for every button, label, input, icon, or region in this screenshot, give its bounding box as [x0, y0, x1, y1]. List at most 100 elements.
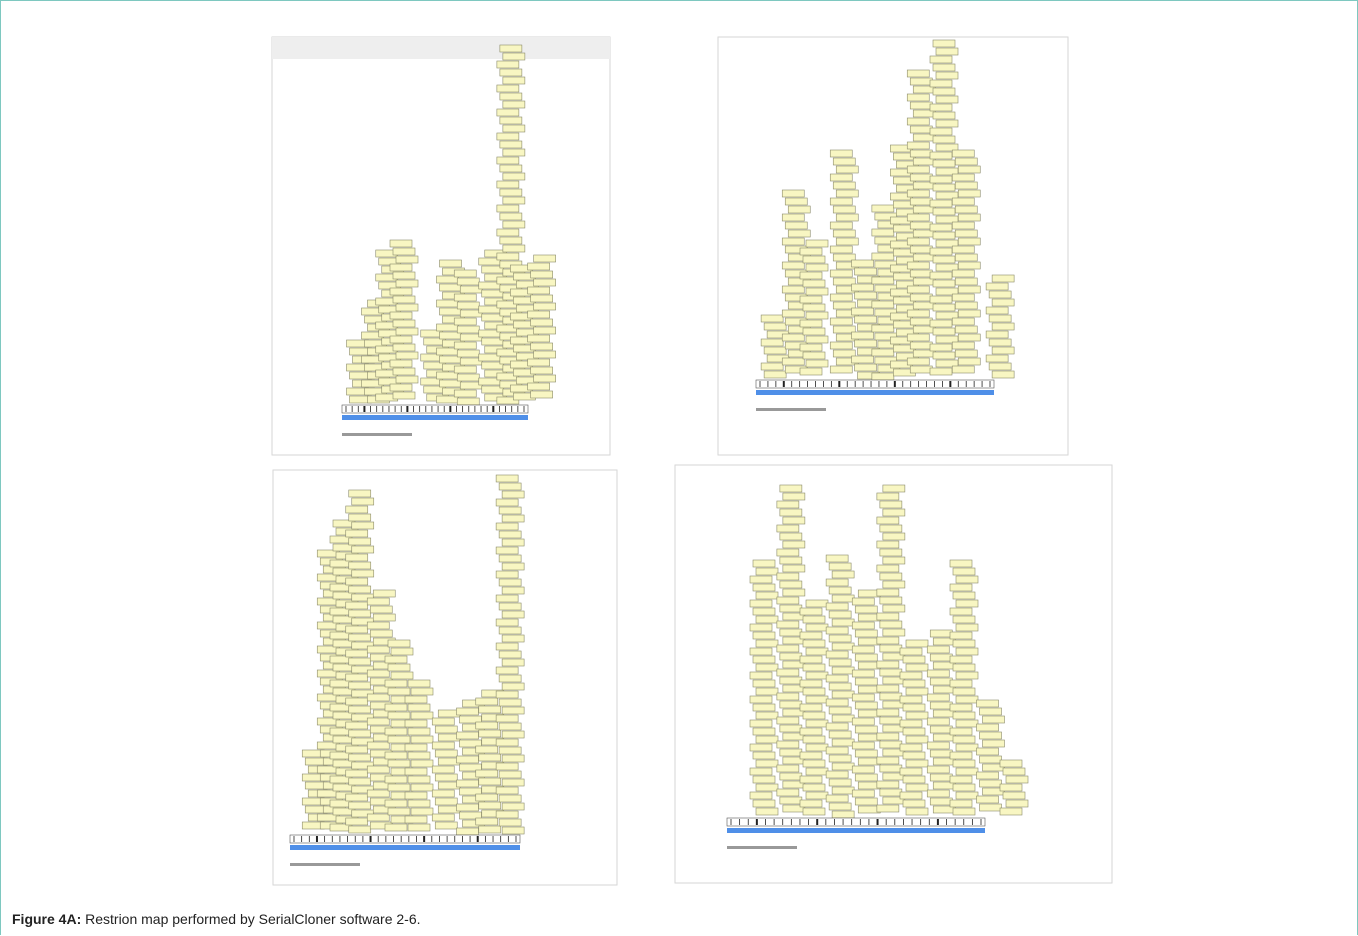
- enzyme-label-box: [958, 334, 980, 341]
- enzyme-label-box: [880, 573, 902, 580]
- enzyme-label-box: [479, 754, 501, 761]
- enzyme-label-box: [454, 270, 476, 277]
- enzyme-label-box: [777, 669, 799, 676]
- enzyme-label-box: [785, 222, 807, 229]
- figure: [0, 0, 1358, 900]
- enzyme-label-box: [956, 768, 978, 775]
- enzyme-label-box: [502, 515, 524, 522]
- enzyme-label-box: [872, 229, 894, 236]
- enzyme-label-box: [457, 302, 479, 309]
- enzyme-label-box: [803, 760, 825, 767]
- enzyme-label-box: [476, 818, 498, 825]
- enzyme-label-box: [826, 579, 848, 586]
- enzyme-label-box: [877, 493, 899, 500]
- enzyme-label-box: [803, 784, 825, 791]
- enzyme-label-box: [826, 603, 848, 610]
- enzyme-label-box: [352, 498, 374, 505]
- enzyme-label-box: [992, 371, 1014, 378]
- enzyme-label-box: [829, 563, 851, 570]
- enzyme-label-box: [852, 766, 874, 773]
- enzyme-label-box: [927, 766, 949, 773]
- enzyme-label-box: [780, 629, 802, 636]
- enzyme-label-box: [756, 736, 778, 743]
- enzyme-label-box: [830, 270, 852, 277]
- enzyme-label-box: [800, 344, 822, 351]
- enzyme-label-box: [910, 150, 932, 157]
- enzyme-label-box: [955, 182, 977, 189]
- enzyme-label-box: [756, 616, 778, 623]
- enzyme-label-box: [955, 158, 977, 165]
- enzyme-label-box: [497, 253, 519, 260]
- enzyme-label-box: [499, 795, 521, 802]
- enzyme-label-box: [503, 173, 525, 180]
- enzyme-label-box: [367, 790, 389, 797]
- enzyme-label-box: [500, 237, 522, 244]
- enzyme-label-box: [800, 248, 822, 255]
- enzyme-label-box: [930, 630, 952, 637]
- enzyme-label-box: [393, 344, 415, 351]
- enzyme-label-box: [933, 328, 955, 335]
- enzyme-label-box: [910, 294, 932, 301]
- enzyme-label-box: [832, 787, 854, 794]
- enzyme-label-box: [872, 373, 894, 380]
- enzyme-label-box: [836, 190, 858, 197]
- enzyme-label-box: [502, 611, 524, 618]
- enzyme-label-box: [499, 603, 521, 610]
- enzyme-label-box: [826, 747, 848, 754]
- enzyme-label-box: [910, 174, 932, 181]
- enzyme-label-box: [950, 728, 972, 735]
- enzyme-label-box: [952, 318, 974, 325]
- enzyme-label-box: [502, 683, 524, 690]
- enzyme-label-box: [753, 680, 775, 687]
- sequence-bar: [290, 845, 520, 850]
- enzyme-label-box: [756, 592, 778, 599]
- enzyme-label-box: [953, 592, 975, 599]
- enzyme-label-box: [986, 307, 1008, 314]
- enzyme-label-box: [502, 707, 524, 714]
- enzyme-label-box: [385, 824, 407, 831]
- enzyme-label-box: [352, 522, 374, 529]
- enzyme-label-box: [880, 717, 902, 724]
- enzyme-label-box: [832, 811, 854, 818]
- enzyme-label-box: [907, 286, 929, 293]
- enzyme-label-box: [907, 190, 929, 197]
- enzyme-label-box: [750, 720, 772, 727]
- enzyme-label-box: [806, 312, 828, 319]
- enzyme-label-box: [955, 302, 977, 309]
- enzyme-label-box: [408, 776, 430, 783]
- enzyme-label-box: [872, 277, 894, 284]
- enzyme-label-box: [933, 136, 955, 143]
- enzyme-label-box: [499, 555, 521, 562]
- enzyme-label-box: [393, 272, 415, 279]
- enzyme-label-box: [992, 299, 1014, 306]
- enzyme-label-box: [806, 792, 828, 799]
- enzyme-label-box: [983, 716, 1005, 723]
- enzyme-label-box: [777, 621, 799, 628]
- enzyme-label-box: [903, 704, 925, 711]
- enzyme-label-box: [855, 630, 877, 637]
- enzyme-label-box: [952, 222, 974, 229]
- enzyme-label-box: [499, 483, 521, 490]
- enzyme-label-box: [1003, 792, 1025, 799]
- enzyme-label-box: [750, 624, 772, 631]
- enzyme-label-box: [806, 624, 828, 631]
- enzyme-label-box: [880, 597, 902, 604]
- enzyme-label-box: [829, 659, 851, 666]
- enzyme-label-box: [411, 760, 433, 767]
- enzyme-label-box: [907, 118, 929, 125]
- enzyme-label-box: [933, 256, 955, 263]
- enzyme-label-box: [432, 742, 454, 749]
- enzyme-label-box: [855, 798, 877, 805]
- enzyme-label-box: [933, 208, 955, 215]
- enzyme-label-box: [753, 632, 775, 639]
- enzyme-label-box: [872, 205, 894, 212]
- enzyme-label-box: [499, 507, 521, 514]
- enzyme-label-box: [933, 40, 955, 47]
- enzyme-label-box: [806, 720, 828, 727]
- sequence-window-label: [727, 846, 797, 849]
- enzyme-label-box: [349, 562, 371, 569]
- enzyme-label-box: [806, 600, 828, 607]
- enzyme-label-box: [405, 768, 427, 775]
- enzyme-label-box: [933, 160, 955, 167]
- enzyme-label-box: [503, 221, 525, 228]
